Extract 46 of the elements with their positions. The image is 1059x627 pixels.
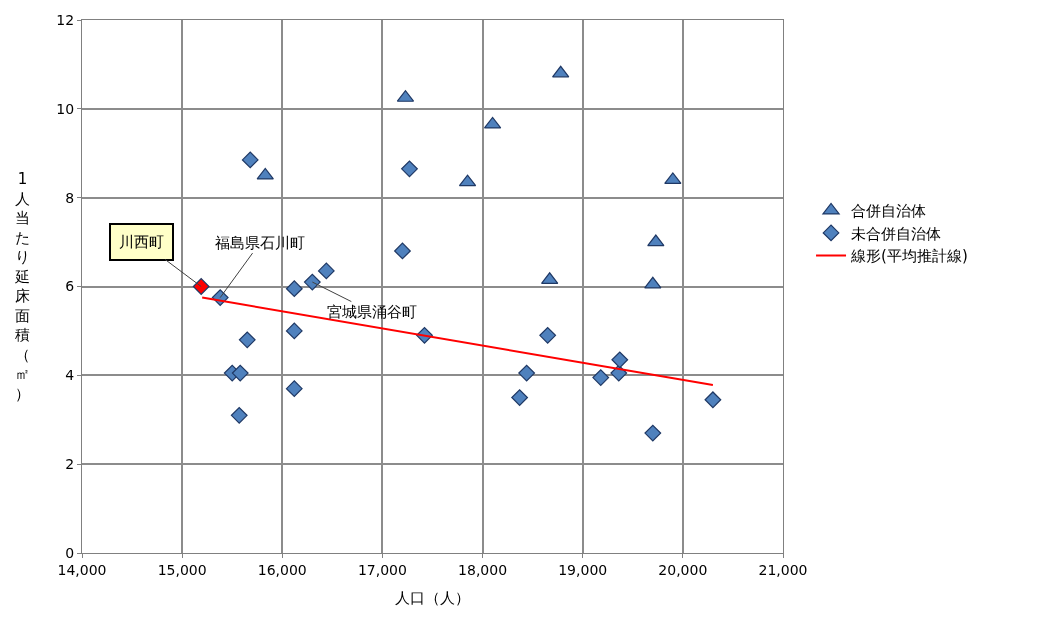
text: 1人当たり延床面積（㎡） <box>15 170 30 403</box>
point <box>401 160 418 178</box>
point <box>644 424 662 442</box>
x-tick-label: 20,000 <box>658 561 708 578</box>
point <box>192 278 210 295</box>
point <box>539 326 557 344</box>
x-tick-label: 18,000 <box>458 561 508 578</box>
point <box>256 167 274 180</box>
point <box>303 273 321 291</box>
point <box>238 331 256 349</box>
point <box>518 364 536 382</box>
point <box>704 391 722 409</box>
annotation: 川西町 <box>119 233 164 251</box>
point <box>611 351 629 369</box>
x-tick-label: 14,000 <box>57 561 107 578</box>
point <box>592 369 610 386</box>
point <box>285 322 303 340</box>
x-tick-label: 19,000 <box>558 561 608 578</box>
point <box>241 151 259 169</box>
point <box>644 276 662 289</box>
y-tick-label: 10 <box>56 100 75 117</box>
point <box>511 389 529 406</box>
y-tick-label: 8 <box>65 189 75 206</box>
point <box>231 364 249 382</box>
y-tick-label: 4 <box>65 367 75 384</box>
point <box>285 380 303 398</box>
x-tick-label: 17,000 <box>357 561 407 578</box>
annotation: 宮城県涌谷町 <box>327 303 417 321</box>
x-tick-label: 15,000 <box>157 561 207 578</box>
point <box>317 262 335 280</box>
legend-label: 未合併自治体 <box>851 224 942 243</box>
point <box>285 280 303 298</box>
x-axis-title: 人口（人） <box>395 588 470 607</box>
legend-label: 合併自治体 <box>851 202 927 221</box>
annotation: 福島県石川町 <box>215 234 305 252</box>
y-tick-label: 12 <box>56 11 75 28</box>
x-tick-label: 16,000 <box>257 561 307 578</box>
point <box>647 234 665 247</box>
x-tick-label: 21,000 <box>758 561 808 578</box>
y-tick-label: 6 <box>65 278 75 295</box>
point <box>230 406 248 424</box>
y-tick-label: 0 <box>65 544 75 561</box>
point <box>552 65 570 78</box>
point <box>394 242 411 260</box>
y-tick-label: 2 <box>65 456 75 473</box>
legend-label: 線形(平均推計線) <box>850 247 968 266</box>
